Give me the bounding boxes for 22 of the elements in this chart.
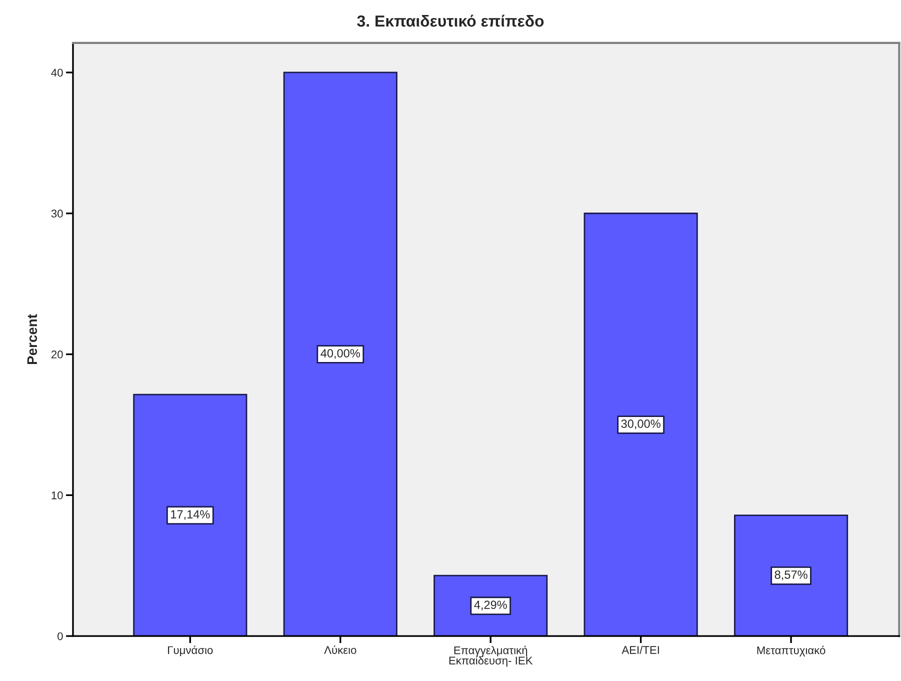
- x-tick-label: Γυμνάσιο: [168, 646, 213, 656]
- x-tick-label: ΑΕΙ/ΤΕΙ: [622, 646, 659, 654]
- data-label: 4,29%: [474, 600, 507, 610]
- y-tick-label: 40: [51, 68, 63, 77]
- y-axis-title: Percent: [27, 314, 38, 364]
- bar: [283, 72, 398, 636]
- x-tick-label: Λύκειο: [324, 645, 356, 654]
- bar: [133, 394, 248, 636]
- data-label: 8,57%: [774, 570, 808, 580]
- x-tick-label: Μεταπτυχιακό: [757, 646, 826, 656]
- y-tick-label: 20: [51, 350, 63, 358]
- y-tick-label: 0: [58, 632, 63, 640]
- data-label: 30,00%: [621, 420, 660, 430]
- bar: [734, 514, 848, 636]
- y-tick-label: 10: [52, 491, 63, 500]
- chart-title: 3. Εκπαιδευτικό επίπεδο: [357, 14, 544, 27]
- data-label: 17,14%: [171, 510, 210, 520]
- bar: [434, 574, 548, 636]
- bar: [584, 212, 698, 636]
- x-tick-label: Επαγγελματική Εκπαίδευση- ΙΕΚ: [449, 646, 533, 667]
- data-label: 40,00%: [320, 349, 360, 359]
- y-tick-label: 30: [51, 210, 63, 218]
